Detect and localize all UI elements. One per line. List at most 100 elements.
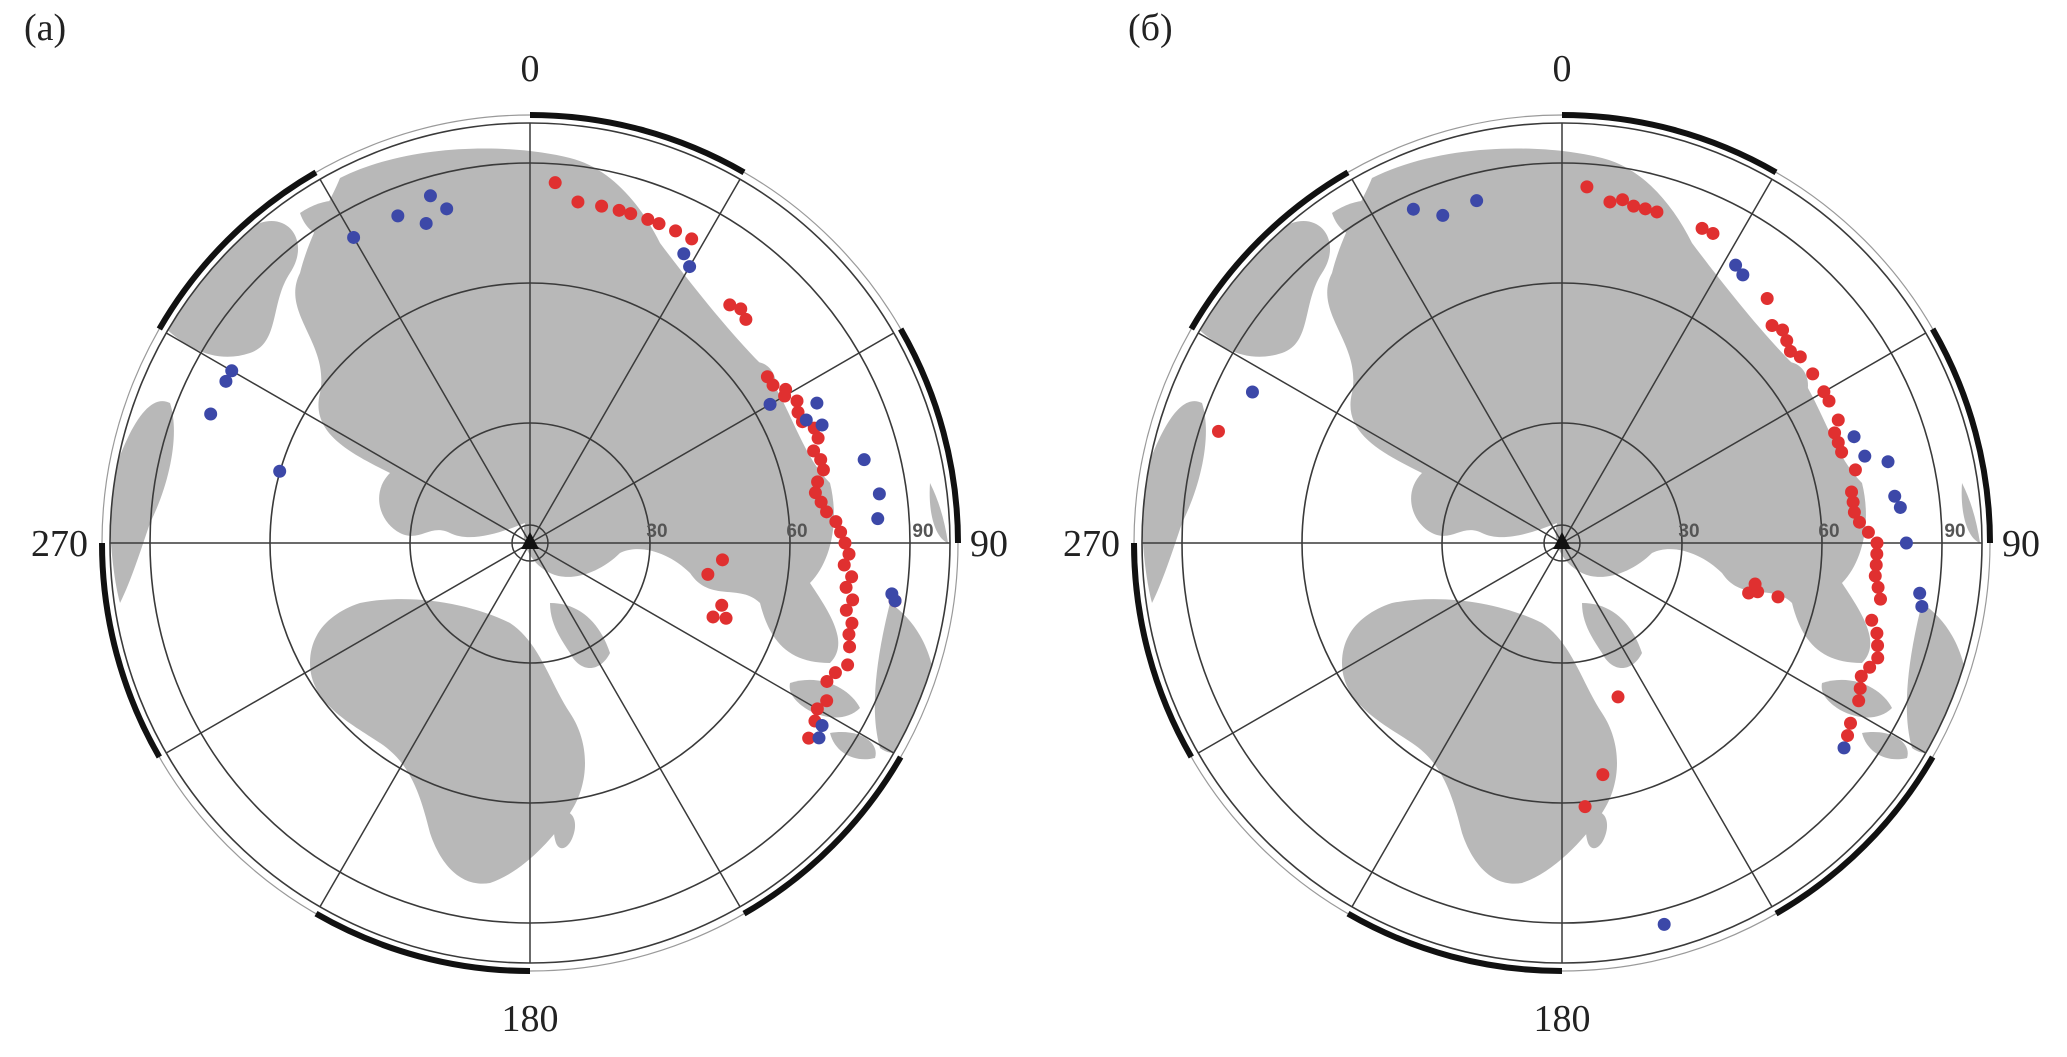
earthquake-event-red xyxy=(1841,729,1855,743)
earthquake-event-red xyxy=(1638,202,1652,216)
earthquake-event-red xyxy=(839,603,853,617)
earthquake-event-red xyxy=(723,298,737,312)
earthquake-event-blue xyxy=(888,594,902,608)
earthquake-event-red xyxy=(1871,580,1885,594)
earthquake-event-blue xyxy=(1406,202,1420,216)
azimuth-spoke xyxy=(1561,542,1773,908)
map-panel-b: 0 90 180 270 30 60 90 xyxy=(1063,48,2040,1040)
earthquake-event-red xyxy=(829,515,843,529)
earthquake-event-red xyxy=(816,463,830,477)
earthquake-event-blue xyxy=(1470,194,1484,208)
earthquake-event-blue xyxy=(1729,258,1743,272)
earthquake-event-blue xyxy=(440,202,454,216)
azimuth-label-0-b: 0 xyxy=(1553,48,1572,90)
earthquake-event-red xyxy=(1211,424,1225,438)
azimuth-spoke xyxy=(319,542,531,908)
earthquake-event-blue xyxy=(1899,536,1913,550)
azimuth-label-180-b: 180 xyxy=(1534,998,1591,1040)
azimuth-spoke xyxy=(529,542,741,908)
earthquake-event-blue xyxy=(1837,741,1851,755)
earthquake-event-red xyxy=(1822,394,1836,408)
earthquake-event-blue xyxy=(1888,489,1902,503)
earthquake-event-red xyxy=(1865,613,1879,627)
azimuth-arc xyxy=(1346,911,1563,974)
earthquake-event-red xyxy=(814,453,828,467)
earthquake-event-red xyxy=(814,495,828,509)
azimuth-spoke xyxy=(1351,178,1563,544)
events-panel-a xyxy=(204,176,902,745)
earthquake-event-blue xyxy=(1915,599,1929,613)
earthquake-event-red xyxy=(845,616,859,630)
earthquake-event-red xyxy=(778,389,792,403)
earthquake-event-red xyxy=(811,431,825,445)
earthquake-event-red xyxy=(842,627,856,641)
earthquake-event-red xyxy=(841,658,855,672)
azimuth-label-180-a: 180 xyxy=(502,998,559,1040)
earthquake-event-red xyxy=(1853,681,1867,695)
earthquake-event-red xyxy=(1869,558,1883,572)
earthquake-event-blue xyxy=(423,189,437,203)
azimuth-spoke xyxy=(1197,332,1563,544)
earthquake-event-red xyxy=(1780,334,1794,348)
earthquake-event-red xyxy=(715,598,729,612)
earthquake-event-red xyxy=(1863,660,1877,674)
azimuth-arc xyxy=(1188,169,1350,331)
earthquake-event-red xyxy=(843,640,857,654)
earthquake-event-red xyxy=(837,558,851,572)
earthquake-event-red xyxy=(1852,515,1866,529)
earthquake-event-red xyxy=(1578,800,1592,814)
earthquake-event-red xyxy=(1616,193,1630,207)
earthquake-event-red xyxy=(669,224,683,238)
earthquake-event-red xyxy=(1760,291,1774,305)
earthquake-event-blue xyxy=(419,216,433,230)
events-panel-b xyxy=(1211,180,1929,931)
earthquake-event-red xyxy=(790,394,804,408)
earthquake-event-red xyxy=(641,212,655,226)
earthquake-event-red xyxy=(715,553,729,567)
earthquake-event-red xyxy=(1870,547,1884,561)
earthquake-event-red xyxy=(1873,592,1887,606)
earthquake-event-red xyxy=(1695,221,1709,235)
azimuth-arcs-panel-b xyxy=(1131,112,1993,974)
earthquake-event-blue xyxy=(872,487,886,501)
azimuth-spoke xyxy=(529,542,895,754)
earthquake-event-red xyxy=(1650,205,1664,219)
station-panel-a xyxy=(511,524,549,562)
azimuth-spoke xyxy=(1561,542,1927,754)
earthquake-event-red xyxy=(828,666,842,680)
distance-label-30-b: 30 xyxy=(1678,521,1699,542)
earthquake-event-blue xyxy=(1893,500,1907,514)
azimuth-spoke xyxy=(1351,542,1563,908)
earthquake-event-blue xyxy=(273,464,287,478)
earthquake-event-red xyxy=(1783,344,1797,358)
earthquake-event-blue xyxy=(1881,455,1895,469)
earthquake-event-red xyxy=(1627,199,1641,213)
earthquake-event-red xyxy=(1835,445,1849,459)
earthquake-event-red xyxy=(810,702,824,716)
azimuth-arc xyxy=(1131,542,1194,759)
earthquake-event-red xyxy=(1771,590,1785,604)
earthquake-event-blue xyxy=(1657,917,1671,931)
earthquake-event-blue xyxy=(815,418,829,432)
earthquake-event-red xyxy=(846,593,860,607)
earthquake-event-blue xyxy=(677,247,691,261)
azimuth-label-270-a: 270 xyxy=(31,523,88,565)
earthquake-event-red xyxy=(1870,536,1884,550)
earthquake-event-blue xyxy=(763,397,777,411)
azimuth-arc xyxy=(1561,112,1778,175)
panel-b-label: (б) xyxy=(1128,7,1173,49)
earthquake-event-blue xyxy=(1736,268,1750,282)
earthquake-event-red xyxy=(571,195,585,209)
earthquake-event-blue xyxy=(683,260,697,274)
panel-a-label: (a) xyxy=(24,7,66,49)
azimuth-label-0-a: 0 xyxy=(521,48,540,90)
azimuth-label-270-b: 270 xyxy=(1063,523,1120,565)
earthquake-event-blue xyxy=(1436,208,1450,222)
earthquake-event-red xyxy=(842,547,856,561)
azimuth-arc xyxy=(1930,327,1993,544)
earthquake-event-red xyxy=(1854,669,1868,683)
azimuth-arc xyxy=(742,755,904,917)
earthquake-event-red xyxy=(739,312,753,326)
earthquake-event-red xyxy=(1847,505,1861,519)
